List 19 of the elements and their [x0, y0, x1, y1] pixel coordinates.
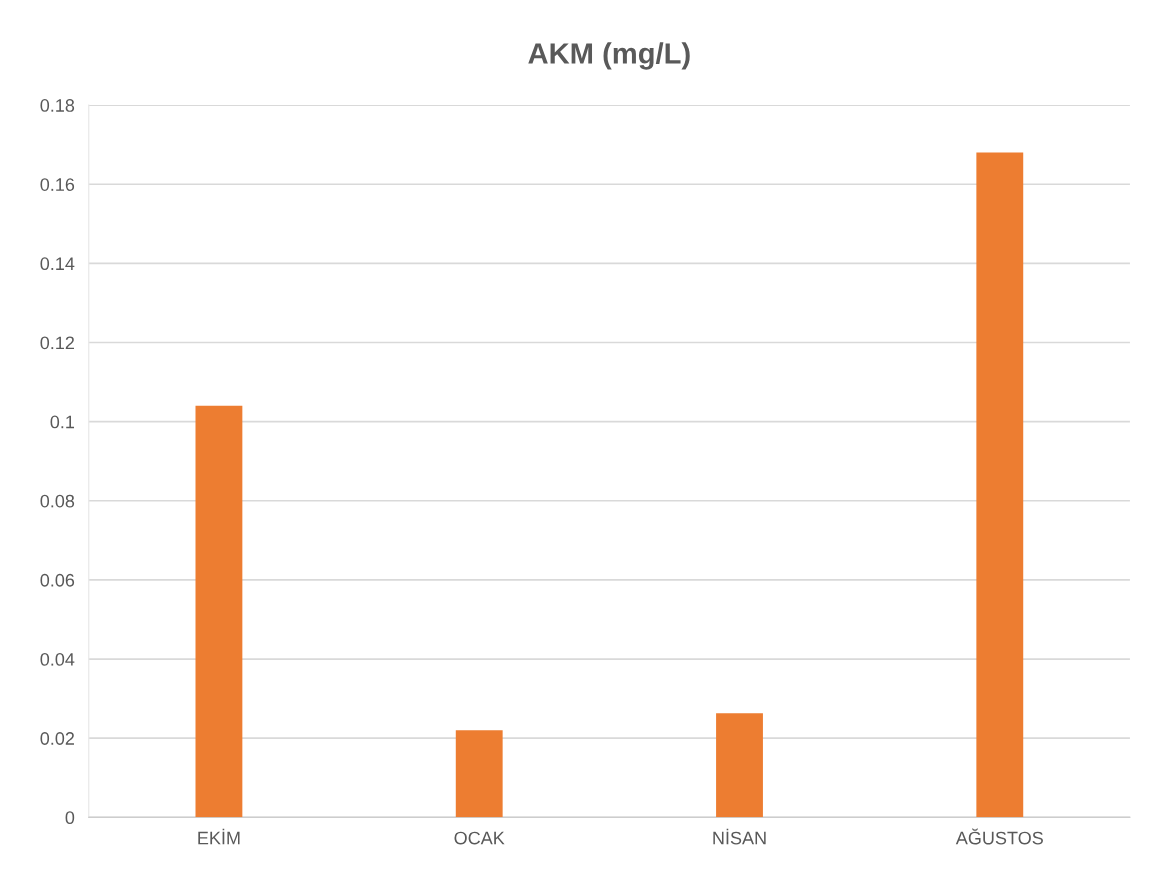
y-tick-label: 0: [65, 811, 75, 825]
y-tick-label: 0.08: [40, 494, 75, 508]
y-tick-label: 0.04: [40, 652, 75, 666]
bar: [976, 152, 1024, 818]
x-tick-label: EKİM: [198, 828, 240, 845]
bar: [455, 730, 503, 818]
y-tick-label: 0.16: [40, 178, 75, 191]
y-tick-label: 0.06: [40, 573, 75, 587]
y-tick-label: 0.1: [50, 415, 75, 429]
bar: [716, 713, 763, 818]
y-tick-label: 0.02: [40, 732, 74, 745]
x-tick-label: OCAK: [454, 831, 505, 845]
x-tick-label: NİSAN: [713, 828, 766, 845]
chart-title: AKM (mg/L): [528, 42, 690, 70]
y-tick-label: 0.14: [40, 257, 75, 271]
x-tick-label: AĞUSTOS: [955, 828, 1043, 845]
y-tick-label: 0.12: [40, 336, 74, 350]
y-tick-label: 0.18: [40, 99, 75, 112]
bar: [195, 405, 243, 818]
